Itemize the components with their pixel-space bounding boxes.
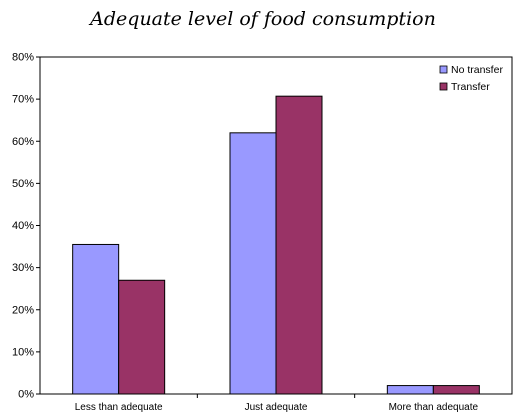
x-tick-label: Just adequate xyxy=(245,402,308,413)
bar xyxy=(433,386,479,394)
bar xyxy=(276,96,322,394)
y-tick-label: 80% xyxy=(12,52,34,64)
legend-swatch xyxy=(440,66,447,73)
bar xyxy=(387,386,433,394)
x-tick-label: Less than adequate xyxy=(75,402,163,413)
y-tick-label: 70% xyxy=(12,94,34,106)
y-tick-label: 30% xyxy=(12,262,34,274)
y-tick-label: 50% xyxy=(12,178,34,190)
legend-label: No transfer xyxy=(451,64,503,76)
y-tick-label: 10% xyxy=(12,346,34,358)
y-tick-label: 0% xyxy=(18,389,34,401)
x-tick-label: More than adequate xyxy=(389,402,479,413)
bar xyxy=(73,244,119,394)
bar xyxy=(230,133,276,394)
y-tick-label: 40% xyxy=(12,220,34,232)
legend-label: Transfer xyxy=(451,81,490,93)
bar xyxy=(119,280,165,394)
legend-swatch xyxy=(440,83,447,90)
y-tick-label: 20% xyxy=(12,304,34,316)
y-tick-label: 60% xyxy=(12,136,34,148)
